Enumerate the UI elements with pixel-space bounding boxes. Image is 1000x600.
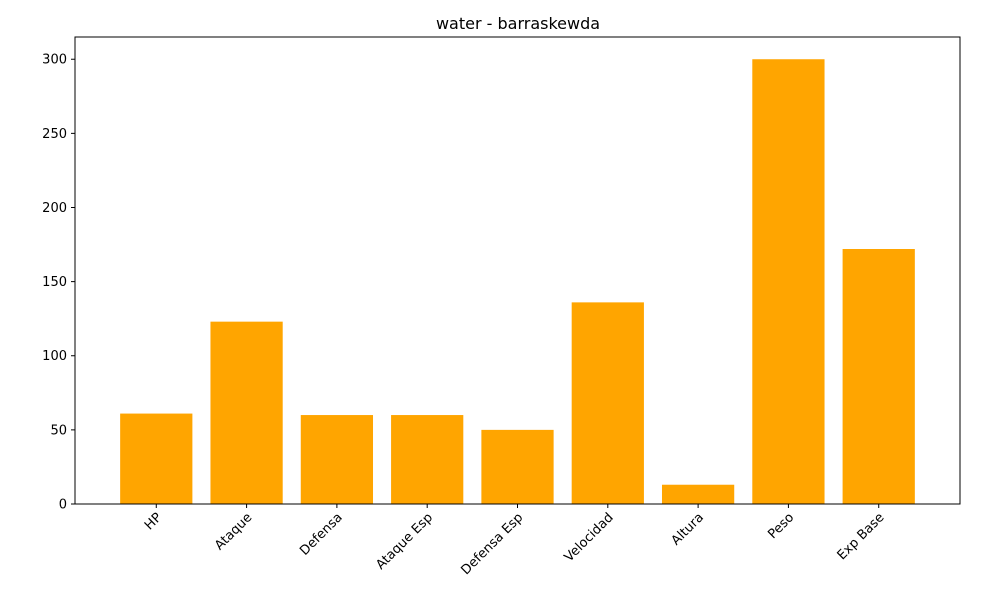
bar-defensa-esp (481, 429, 554, 504)
chart-title: water - barraskewda (436, 14, 600, 33)
y-axis: 0 50 100 150 200 250 300 (42, 53, 75, 513)
x-axis: HP Ataque Defensa Ataque Esp Defensa Esp Velo… (142, 504, 888, 578)
y-tick-label: 0 (59, 498, 67, 513)
plot-frame (74, 36, 961, 505)
x-tick-label: Peso (765, 510, 797, 542)
y-tick-label: 300 (42, 53, 67, 68)
bar-ataque-esp (391, 415, 464, 504)
x-tick-label: Ataque Esp (373, 510, 436, 573)
bar-exp-base (842, 249, 915, 504)
x-tick-label: Defensa Esp (458, 510, 526, 578)
x-tick-label: Ataque (212, 510, 255, 553)
x-tick-label: Exp Base (835, 510, 888, 563)
bar-velocidad (571, 302, 644, 504)
y-tick-label: 250 (42, 127, 67, 142)
bar-hp (120, 413, 193, 504)
bar-altura (661, 484, 735, 504)
y-tick-label: 100 (42, 349, 67, 364)
y-tick-label: 150 (42, 275, 67, 290)
y-tick-label: 50 (50, 423, 67, 438)
x-tick-label: HP (142, 510, 165, 533)
x-tick-label: Altura (669, 510, 707, 548)
bar-ataque (210, 321, 283, 504)
x-tick-label: Defensa (297, 510, 345, 558)
bar-peso (752, 59, 825, 505)
y-tick-label: 200 (42, 201, 67, 216)
bar-defensa (300, 415, 374, 504)
x-tick-label: Velocidad (562, 510, 617, 565)
bars-group (120, 59, 915, 505)
